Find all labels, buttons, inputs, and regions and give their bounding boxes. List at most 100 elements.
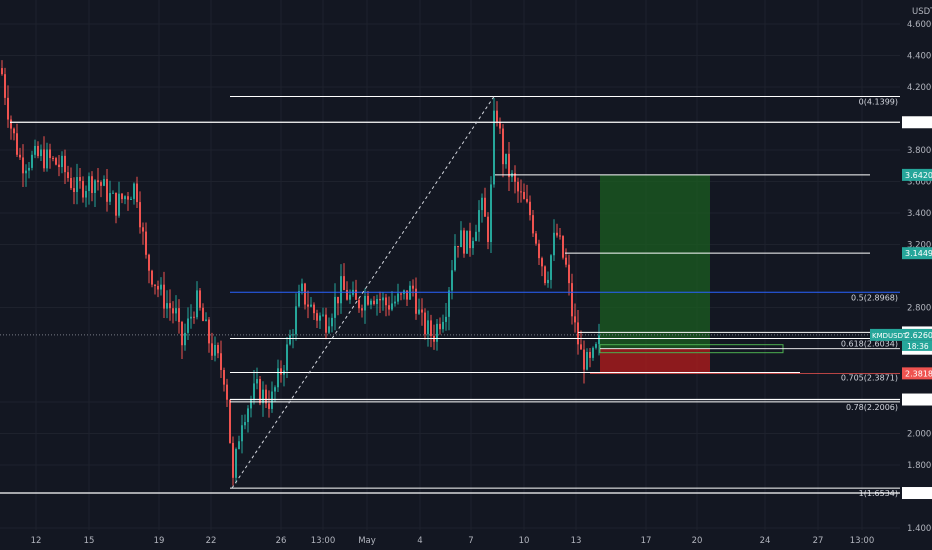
candle-down — [97, 180, 99, 183]
x-tick-label: 20 — [692, 536, 703, 546]
y-axis: 4.6000 4.4000 4.2000 3.8000 3.6000 3.4000 3.20… — [907, 20, 932, 534]
candle-up — [175, 308, 177, 314]
x-tick-label: 27 — [813, 536, 824, 546]
candle-up — [598, 335, 600, 345]
fib-level-label: 0.705(2.3871) — [841, 374, 898, 383]
candle-down — [373, 300, 375, 305]
candle-down — [193, 316, 195, 318]
y-tick-label: 3.2000 — [907, 241, 932, 251]
y-tick-label: 1.4000 — [907, 524, 932, 534]
candle-down — [58, 164, 60, 168]
candle-down — [457, 246, 459, 248]
x-tick-label: 22 — [206, 536, 217, 546]
candle-down — [520, 191, 522, 193]
candle-up — [205, 319, 207, 321]
countdown-tag — [902, 340, 932, 351]
x-tick-label: May — [358, 536, 376, 546]
candle-up — [76, 177, 78, 193]
candle-down — [37, 145, 39, 157]
candle-down — [589, 352, 591, 358]
candle-down — [151, 270, 153, 285]
candle-down — [346, 289, 348, 300]
candle-up — [34, 145, 36, 155]
candle-up — [271, 391, 273, 409]
candle-up — [397, 293, 399, 302]
candle-up — [247, 408, 249, 423]
candle-up — [166, 303, 168, 309]
candle-up — [31, 154, 33, 168]
candle-up — [61, 155, 63, 168]
candle-up — [436, 323, 438, 342]
candle-down — [355, 289, 357, 300]
price-tag — [902, 367, 932, 380]
candle-down — [64, 155, 66, 173]
candle-down — [538, 243, 540, 259]
candle-up — [46, 149, 48, 169]
candle-down — [385, 297, 387, 306]
candle-up — [295, 306, 297, 335]
x-tick-label: 17 — [641, 536, 652, 546]
candle-down — [526, 198, 528, 202]
candle-down — [16, 133, 18, 155]
candle-down — [484, 197, 486, 217]
candle-down — [223, 369, 225, 385]
candle-down — [571, 283, 573, 317]
candle-up — [112, 192, 114, 194]
candle-up — [394, 301, 396, 304]
candle-down — [307, 304, 309, 307]
candle-down — [337, 296, 339, 304]
profit-zone — [600, 174, 710, 349]
candle-up — [244, 422, 246, 426]
price-tag — [902, 168, 932, 181]
candle-up — [505, 153, 507, 165]
candle-up — [25, 170, 27, 174]
candle-down — [67, 172, 69, 179]
candle-down — [343, 276, 345, 290]
candle-down — [208, 319, 210, 344]
candle-down — [415, 288, 417, 314]
candle-down — [211, 343, 213, 356]
horizontal-levels: 0(4.1399) 0.5(2.8968) 0.618(2.6034) 0.705(2… — [0, 95, 900, 498]
price-tag — [902, 116, 932, 129]
countdown-label: 18:36 — [907, 342, 929, 351]
candle-down — [499, 122, 501, 129]
fib-level-label: 0.618(2.6034) — [841, 339, 898, 348]
candle-up — [349, 294, 351, 300]
candle-down — [535, 233, 537, 244]
candle-down — [259, 379, 261, 404]
candle-up — [94, 180, 96, 193]
candle-down — [115, 192, 117, 216]
candle-down — [313, 304, 315, 314]
candle-up — [481, 197, 483, 211]
candle-up — [490, 184, 492, 243]
candle-up — [214, 345, 216, 356]
price-tag-label: 1.6221 — [905, 489, 932, 498]
candle-up — [238, 441, 240, 450]
candle-up — [277, 368, 279, 388]
candle-up — [493, 110, 495, 185]
candle-down — [577, 322, 579, 345]
candle-up — [85, 191, 87, 198]
candle-up — [235, 449, 237, 478]
x-tick-label: 7 — [468, 536, 473, 546]
price-tags: 3.97613.64203.14492.64172.62602.53852.38… — [870, 116, 932, 500]
y-tick-label: 3.6000 — [907, 178, 932, 188]
candle-down — [82, 180, 84, 198]
candle-down — [304, 283, 306, 305]
x-axis: 12 15 19 22 26 13:00 May 4 7 10 13 17 20 24 27 13:00 — [31, 536, 875, 546]
candle-up — [256, 379, 258, 384]
candle-down — [220, 353, 222, 370]
price-tag-label: 2.3818 — [905, 369, 932, 378]
chart-grid — [0, 0, 900, 530]
x-tick-label: 26 — [276, 536, 287, 546]
candle-down — [265, 389, 267, 404]
candle-up — [28, 167, 30, 171]
candle-down — [583, 349, 585, 370]
candle-down — [70, 178, 72, 189]
candle-down — [139, 202, 141, 228]
candle-up — [103, 179, 105, 186]
candle-down — [100, 182, 102, 186]
candle-up — [451, 270, 453, 291]
